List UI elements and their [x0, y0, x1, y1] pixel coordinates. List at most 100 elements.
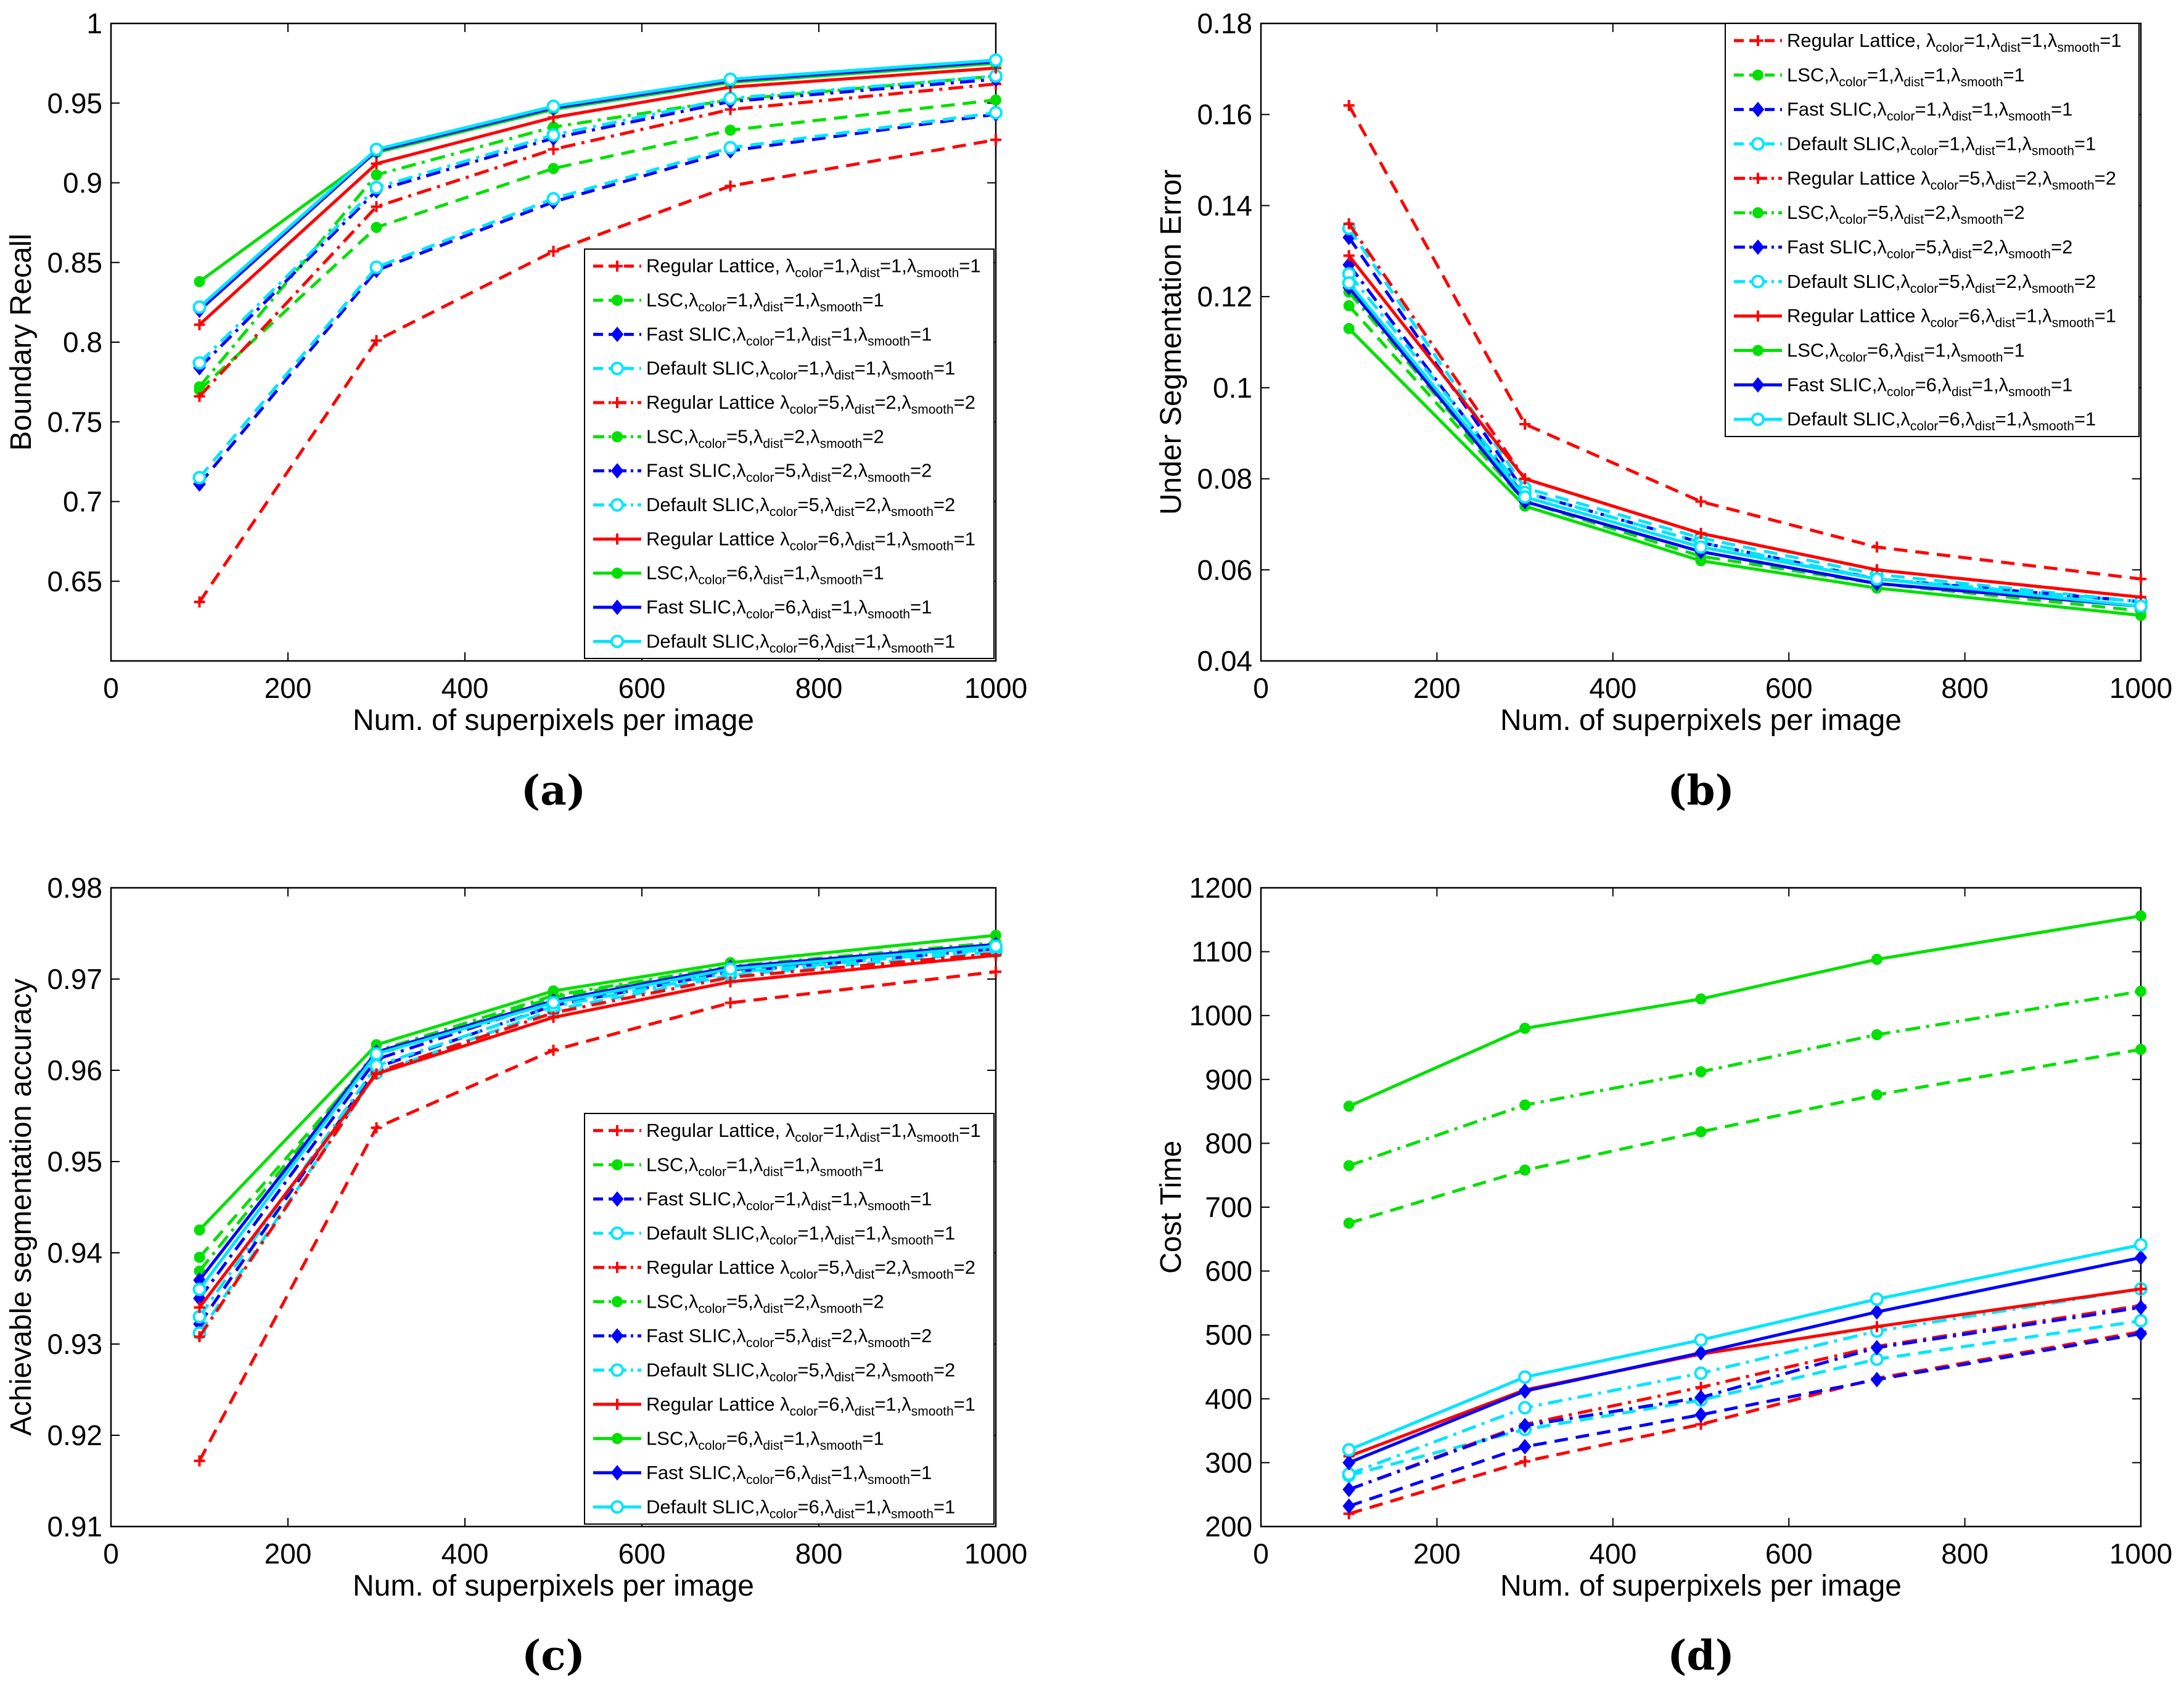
data-point	[194, 276, 205, 287]
data-point	[546, 128, 560, 142]
legend-marker	[612, 260, 623, 272]
x-tick-label: 600	[618, 672, 666, 704]
legend-label: Regular Lattice, λcolor=1,λdist=1,λsmoot…	[1787, 30, 2122, 55]
data-point	[1695, 993, 1707, 1005]
data-point	[1871, 1029, 1882, 1041]
y-tick-label: 0.16	[1197, 99, 1252, 131]
chart-panel-b: 0 200 400 600 800 1000 0.04 0.06 0.08 0.1 0.12 0.14…	[1155, 7, 2172, 814]
series-line	[1348, 1330, 2141, 1515]
legend-label: Default SLIC,λcolor=1,λdist=1,λsmooth=1	[646, 1222, 955, 1247]
x-tick-label: 0	[1253, 672, 1269, 704]
data-point	[1519, 1022, 1531, 1034]
legend-label: LSC,λcolor=6,λdist=1,λsmooth=1	[646, 562, 884, 588]
x-tick-label: 800	[795, 1538, 843, 1570]
legend-marker	[1751, 102, 1765, 118]
data-point	[1518, 1438, 1532, 1455]
legend-marker	[1752, 345, 1763, 356]
legend: Regular Lattice, λcolor=1,λdist=1,λsmoot…	[584, 248, 995, 659]
legend-box	[584, 248, 995, 659]
y-tick-label: 0.12	[1197, 281, 1252, 313]
data-point	[1870, 572, 1884, 586]
x-tick-label: 800	[1941, 672, 1989, 704]
y-tick-label: 300	[1205, 1446, 1252, 1478]
x-tick-label: 600	[618, 1538, 666, 1570]
data-point	[1519, 1456, 1531, 1467]
legend-marker	[1751, 274, 1765, 289]
x-axis-label: Num. of superpixels per image	[1500, 704, 1902, 737]
data-point	[1694, 540, 1708, 554]
y-tick-label: 1200	[1189, 872, 1252, 904]
data-point	[2134, 1250, 2148, 1266]
data-point	[194, 1302, 205, 1313]
series-default-slic-lcolor-1-ldist-1-lsmooth-1	[1342, 1314, 2148, 1483]
legend-label: Fast SLIC,λcolor=6,λdist=1,λsmooth=1	[1787, 374, 2072, 399]
legend-label: Fast SLIC,λcolor=1,λdist=1,λsmooth=1	[646, 323, 932, 348]
legend-marker	[612, 1261, 623, 1273]
y-tick-label: 0.92	[47, 1419, 102, 1451]
y-tick-label: 0.14	[1197, 189, 1252, 221]
y-tick-label: 700	[1205, 1191, 1252, 1223]
y-tick-label: 1100	[1191, 936, 1252, 968]
data-point	[548, 1044, 559, 1056]
legend-marker	[610, 326, 624, 342]
data-point	[1519, 473, 1531, 485]
x-axis-label: Num. of superpixels per image	[1500, 1570, 1902, 1602]
legend-label: Default SLIC,λcolor=6,λdist=1,λsmooth=1	[646, 1496, 955, 1521]
legend-marker	[612, 431, 623, 443]
legend-marker	[610, 1500, 624, 1514]
legend-label: Default SLIC,λcolor=5,λdist=2,λsmooth=2	[646, 1359, 955, 1384]
series-lsc-lcolor-5-ldist-2-lsmooth-2	[1343, 985, 2146, 1171]
x-tick-label: 400	[441, 672, 489, 704]
y-tick-label: 400	[1205, 1383, 1252, 1415]
y-tick-label: 0.91	[47, 1511, 102, 1543]
data-point	[723, 962, 737, 976]
data-point	[192, 356, 207, 370]
legend-marker	[1752, 173, 1763, 184]
data-point	[1695, 496, 1707, 507]
panel-label: (c)	[522, 1631, 585, 1679]
data-point	[1870, 1292, 1884, 1306]
y-tick-label: 0.97	[47, 963, 102, 995]
legend: Regular Lattice, λcolor=1,λdist=1,λsmoot…	[584, 1113, 995, 1525]
data-point	[1342, 1482, 1355, 1498]
x-axis-label: Num. of superpixels per image	[353, 1570, 754, 1602]
legend-label: Regular Lattice λcolor=6,λdist=1,λsmooth…	[646, 528, 975, 553]
x-tick-label: 400	[1589, 1538, 1636, 1570]
legend-marker	[610, 1363, 624, 1377]
series-line	[198, 112, 996, 485]
series-line	[1348, 990, 2141, 1168]
y-tick-label: 1	[86, 7, 102, 39]
data-point	[1343, 99, 1355, 111]
y-tick-label: 600	[1205, 1255, 1252, 1287]
series-default-slic-lcolor-5-ldist-2-lsmooth-2	[192, 69, 1003, 370]
plot-area-frame	[110, 887, 997, 1528]
x-tick-label: 1000	[964, 1538, 1027, 1570]
legend-label: Regular Lattice, λcolor=1,λdist=1,λsmoot…	[646, 255, 981, 281]
data-point	[989, 53, 1003, 67]
data-point	[989, 105, 1003, 120]
series-fast-slic-lcolor-6-ldist-1-lsmooth-1	[1342, 1250, 2148, 1470]
data-point	[546, 99, 560, 113]
data-point	[369, 260, 384, 274]
y-tick-label: 0.7	[63, 486, 102, 518]
data-point	[1343, 300, 1355, 311]
legend-label: Fast SLIC,λcolor=6,λdist=1,λsmooth=1	[646, 596, 932, 621]
series-default-slic-lcolor-6-ldist-1-lsmooth-1	[192, 939, 1003, 1297]
data-point	[194, 319, 205, 330]
legend-label: Default SLIC,λcolor=6,λdist=1,λsmooth=1	[1787, 408, 2096, 433]
series-line	[1348, 1047, 2141, 1225]
series-default-slic-lcolor-6-ldist-1-lsmooth-1	[192, 53, 1003, 314]
series-line	[1347, 104, 2141, 581]
data-point	[2135, 573, 2146, 585]
y-tick-label: 0.9	[63, 167, 102, 199]
legend-label: LSC,λcolor=5,λdist=2,λsmooth=2	[1787, 202, 2025, 227]
data-point	[990, 966, 1001, 978]
legend-label: Regular Lattice λcolor=6,λdist=1,λsmooth…	[646, 1393, 975, 1419]
y-tick-label: 200	[1205, 1511, 1252, 1543]
y-tick-label: 0.06	[1197, 554, 1252, 586]
y-tick-label: 0.94	[47, 1237, 102, 1269]
y-tick-label: 0.96	[47, 1054, 102, 1086]
legend-marker	[612, 533, 623, 545]
legend-marker	[612, 1125, 623, 1136]
